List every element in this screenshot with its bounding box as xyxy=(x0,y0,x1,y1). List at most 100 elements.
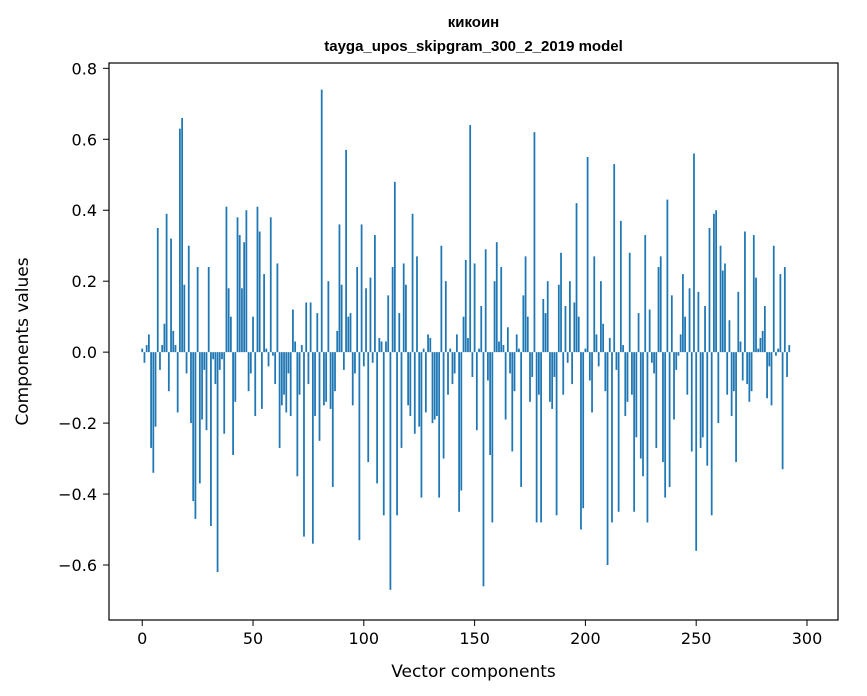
bar xyxy=(506,327,509,353)
bar xyxy=(744,231,746,353)
bar xyxy=(148,334,150,353)
bar xyxy=(347,316,350,353)
bar xyxy=(717,352,720,424)
bar xyxy=(196,267,199,353)
bar xyxy=(409,352,412,416)
bar xyxy=(786,352,788,377)
bar xyxy=(447,352,449,395)
bar xyxy=(289,352,292,416)
bar xyxy=(150,352,152,448)
bar xyxy=(471,352,474,377)
bar xyxy=(400,352,403,448)
bar xyxy=(431,352,434,424)
bar xyxy=(713,213,715,353)
bar xyxy=(708,227,711,353)
bar xyxy=(498,341,500,353)
bar xyxy=(569,281,571,353)
bar xyxy=(307,352,310,385)
bar xyxy=(252,316,254,353)
bar xyxy=(413,352,416,434)
bar xyxy=(309,302,312,353)
bar xyxy=(524,256,527,353)
bar xyxy=(697,291,700,353)
bar xyxy=(526,316,529,353)
bar xyxy=(303,352,305,537)
bar xyxy=(449,348,452,353)
bar xyxy=(562,352,565,395)
bar xyxy=(212,352,215,360)
bar xyxy=(560,252,562,353)
bar xyxy=(362,352,365,367)
bar xyxy=(382,352,385,516)
bar xyxy=(706,352,709,466)
bar xyxy=(693,153,695,353)
bar xyxy=(518,348,520,353)
bar xyxy=(358,352,361,541)
bar xyxy=(615,352,618,370)
bar xyxy=(187,245,190,353)
bar xyxy=(540,352,542,523)
bar xyxy=(777,348,780,353)
x-axis-label: Vector components xyxy=(391,662,556,682)
x-tick-label: 100 xyxy=(349,629,380,648)
bar xyxy=(710,352,713,516)
bar xyxy=(305,302,308,353)
bar xyxy=(750,352,753,392)
bar xyxy=(345,149,347,353)
bar xyxy=(234,352,237,402)
bar xyxy=(726,352,729,395)
bar xyxy=(194,352,197,519)
bar xyxy=(622,345,624,353)
bar xyxy=(564,306,567,353)
bar xyxy=(682,274,684,353)
bar xyxy=(699,352,702,448)
bar xyxy=(628,252,631,353)
chart-subtitle: tayga_upos_skipgram_300_2_2019 model xyxy=(324,38,623,55)
bar xyxy=(597,352,600,367)
bar xyxy=(227,288,230,353)
bar xyxy=(575,203,578,353)
bar xyxy=(298,352,301,395)
bar xyxy=(662,352,664,463)
bar xyxy=(695,352,698,551)
bar xyxy=(604,352,607,392)
bar xyxy=(619,220,622,353)
bar xyxy=(265,348,268,353)
bar xyxy=(351,352,354,406)
bar xyxy=(276,263,279,353)
bar xyxy=(611,352,613,523)
bar xyxy=(258,231,261,353)
bar xyxy=(673,352,675,420)
bar xyxy=(316,313,319,353)
bar xyxy=(644,235,647,353)
bar xyxy=(549,352,551,402)
bar xyxy=(684,316,686,353)
x-tick-label: 150 xyxy=(459,629,490,648)
bar xyxy=(218,352,221,370)
bar xyxy=(677,352,680,356)
bar xyxy=(167,352,170,392)
bar xyxy=(440,245,443,353)
bar xyxy=(480,306,483,353)
bar xyxy=(249,352,252,374)
bar xyxy=(420,352,423,498)
y-tick-label: 0.6 xyxy=(72,130,97,149)
bar xyxy=(256,206,259,353)
bar xyxy=(360,224,363,353)
bar xyxy=(391,267,394,353)
bar xyxy=(495,242,498,353)
bar xyxy=(336,330,339,353)
bar xyxy=(571,352,573,385)
bar xyxy=(779,274,782,353)
bar xyxy=(444,281,447,353)
bar xyxy=(582,352,585,509)
bar xyxy=(436,352,438,416)
bar xyxy=(422,348,425,353)
bar xyxy=(515,334,518,353)
bar xyxy=(770,352,773,406)
bar xyxy=(553,352,556,377)
bar xyxy=(216,352,219,573)
bar xyxy=(456,334,458,353)
bar xyxy=(469,125,472,353)
bar xyxy=(342,352,345,370)
